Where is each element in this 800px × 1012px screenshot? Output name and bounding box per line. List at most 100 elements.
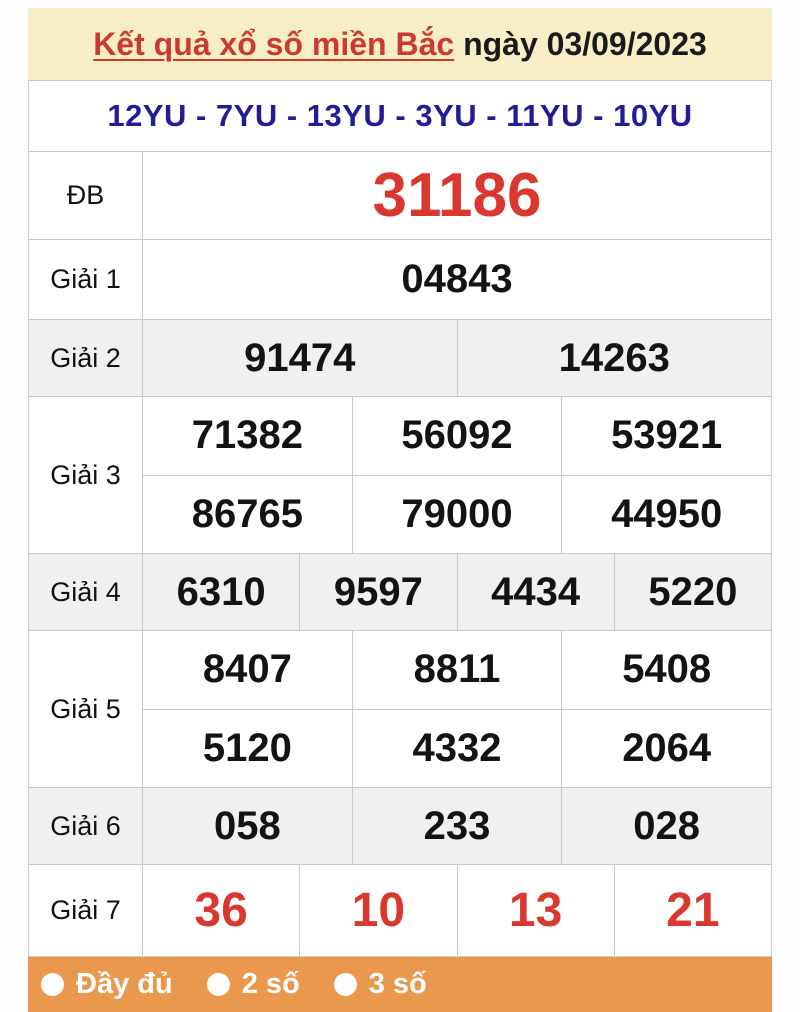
prize-number: 44950 [611,491,723,536]
prize-number-cell: 86765 [143,476,352,554]
prize-number-cell: 56092 [351,397,562,475]
prize-number: 14263 [558,335,670,380]
prize-sub-row: 31186 [143,152,771,239]
prize-number: 028 [633,803,701,848]
page-title: Kết quả xổ số miền Bắc ngày 03/09/2023 [93,26,707,63]
results-title-link[interactable]: Kết quả xổ số miền Bắc [93,25,455,62]
prize-row: ĐB 31186 [29,151,771,239]
prize-sub-row: 36 10 13 21 [143,865,771,956]
prize-row-label: Giải 7 [29,865,143,956]
prize-number-cell: 8407 [143,631,352,709]
prize-number-cell: 233 [351,788,562,864]
prize-row-label: Giải 2 [29,320,143,396]
prize-number: 10 [351,884,406,937]
prize-number: 2064 [622,725,712,770]
prize-sub-row: 5120 4332 2064 [143,708,771,788]
prize-number: 5408 [622,647,712,692]
station-codes-text: 12YU - 7YU - 13YU - 3YU - 11YU - 10YU [107,98,693,133]
prize-sub-row: 91474 14263 [143,320,771,396]
prize-number-cell: 13 [456,865,614,956]
prize-number-cell: 71382 [143,397,352,475]
prize-number: 8407 [202,647,292,692]
display-mode-label: 2 số [241,968,300,1000]
prize-sub-row: 86765 79000 44950 [143,474,771,554]
display-mode-label: Đầy đủ [76,968,173,1000]
prize-number-cell: 21 [613,865,771,956]
prize-number: 13 [508,884,563,937]
prize-rows: ĐB 31186 Giải 1 04843 Giải 2 91474 14263 Giải 3… [29,151,771,956]
prize-number-cell: 4332 [351,709,562,787]
prize-number: 8811 [413,647,501,692]
prize-number-cell: 10 [299,865,456,956]
prize-number: 21 [666,884,720,937]
prize-number-cell: 2064 [561,709,771,787]
title-date: ngày 03/09/2023 [454,25,707,62]
prize-number: 4332 [412,725,502,770]
prize-number-cell: 91474 [143,320,457,396]
prize-number-cell: 8811 [351,631,562,709]
prize-number: 9597 [333,569,423,614]
prize-number-cell: 36 [143,865,299,956]
radio-button-icon[interactable] [41,973,64,996]
prize-number: 5220 [648,569,738,614]
lottery-results-widget: Kết quả xổ số miền Bắc ngày 03/09/2023 1… [28,8,772,1012]
display-mode-bar: Đầy đủ 2 số 3 số [28,957,772,1012]
prize-number: 79000 [401,491,513,536]
prize-row: Giải 4 6310 9597 4434 5220 [29,553,771,630]
prize-number-cell: 04843 [143,240,771,319]
prize-row-label: ĐB [29,152,143,239]
prize-number: 91474 [244,335,356,380]
prize-number-cell: 31186 [143,152,771,239]
prize-number-cell: 058 [143,788,352,864]
results-table: 12YU - 7YU - 13YU - 3YU - 11YU - 10YU ĐB… [28,80,772,957]
prize-row: Giải 3 71382 56092 53921 86765 79000 44950 [29,396,771,553]
prize-row: Giải 2 91474 14263 [29,319,771,396]
prize-number: 4434 [491,569,581,614]
prize-row: Giải 7 36 10 13 21 [29,864,771,956]
prize-number: 31186 [372,161,542,230]
prize-row: Giải 5 8407 8811 5408 5120 4332 2064 [29,630,771,787]
prize-number-cell: 53921 [561,397,771,475]
display-mode-option[interactable]: 3 số [333,968,427,1001]
prize-number: 56092 [401,413,513,458]
prize-number-cell: 5120 [143,710,352,788]
prize-row-label: Giải 1 [29,240,143,319]
prize-row-label: Giải 6 [29,788,143,864]
display-mode-option[interactable]: 2 số [206,968,300,1001]
prize-number-cell: 9597 [299,554,456,630]
prize-number-cell: 44950 [561,475,771,553]
prize-row-values: 31186 [143,152,771,239]
prize-number-cell: 5408 [561,631,771,709]
prize-number: 04843 [401,257,513,301]
prize-row-values: 8407 8811 5408 5120 4332 2064 [143,631,771,787]
prize-row-label: Giải 5 [29,631,143,787]
prize-number: 5120 [202,725,292,770]
prize-number: 36 [194,884,248,937]
prize-number: 6310 [176,569,266,614]
prize-row-values: 6310 9597 4434 5220 [143,554,771,630]
prize-number-cell: 028 [561,788,771,864]
codes-row: 12YU - 7YU - 13YU - 3YU - 11YU - 10YU [29,81,771,151]
prize-row-values: 91474 14263 [143,320,771,396]
header-banner: Kết quả xổ số miền Bắc ngày 03/09/2023 [28,8,772,80]
prize-number-cell: 14263 [456,320,772,396]
prize-row: Giải 1 04843 [29,239,771,319]
prize-number-cell: 4434 [456,554,614,630]
radio-button-icon[interactable] [206,973,230,996]
prize-number-cell: 79000 [351,475,562,553]
prize-sub-row: 04843 [143,240,771,319]
prize-number-cell: 6310 [143,554,299,630]
prize-row-values: 058 233 028 [143,788,771,864]
prize-sub-row: 8407 8811 5408 [143,631,771,709]
prize-number: 233 [423,803,491,848]
display-mode-options: Đầy đủ 2 số 3 số [41,968,461,1001]
radio-button-icon[interactable] [333,973,357,996]
prize-row-values: 71382 56092 53921 86765 79000 44950 [143,397,771,553]
display-mode-label: 3 số [368,968,427,1000]
prize-row-label: Giải 3 [29,397,143,553]
prize-sub-row: 058 233 028 [143,788,771,864]
prize-number: 71382 [191,413,303,458]
display-mode-option[interactable]: Đầy đủ [41,968,173,1001]
prize-row-values: 04843 [143,240,771,319]
prize-number-cell: 5220 [613,554,771,630]
